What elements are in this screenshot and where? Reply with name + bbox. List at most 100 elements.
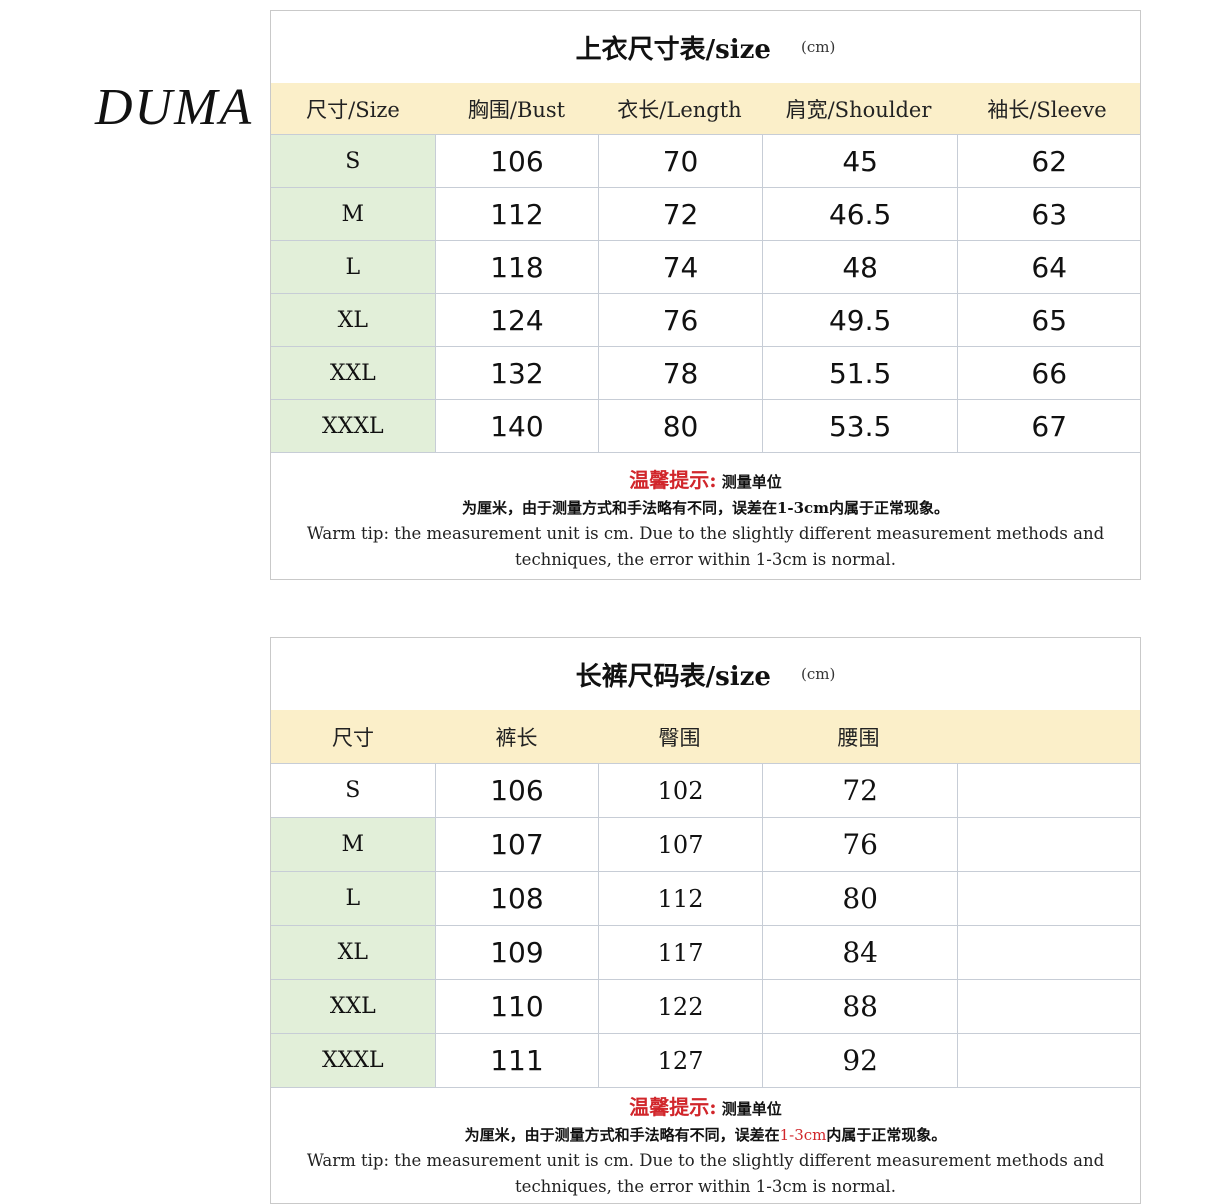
value-cell: 106 (434, 764, 599, 817)
value-cell: 127 (598, 1034, 762, 1087)
table-row: M 112 72 46.5 63 (271, 187, 1140, 240)
tip-cn-2b: 1-3cm (779, 1126, 827, 1144)
title-text: 上衣尺寸表/size (575, 34, 771, 65)
column-header: 腰围 (837, 725, 880, 750)
value-cell: 53.5 (761, 400, 958, 452)
unit-text: (cm) (800, 38, 836, 56)
column-header: 臀围 (658, 725, 701, 750)
size-cell: XXXL (271, 400, 435, 452)
value-cell: 45 (761, 135, 958, 187)
table-row: XXXL 140 80 53.5 67 (271, 399, 1140, 452)
size-cell: XXXL (271, 1034, 435, 1087)
table-row: XL 124 76 49.5 65 (271, 293, 1140, 346)
value-cell: 84 (761, 926, 958, 979)
column-header: 裤长 (495, 725, 538, 750)
value-cell: 80 (598, 400, 762, 452)
table-row: XL 109 117 84 (271, 925, 1140, 979)
value-cell: 107 (598, 818, 762, 871)
value-cell: 117 (598, 926, 762, 979)
pants-size-chart: 长裤尺码表/size (cm) 尺寸 裤长 臀围 腰围 S 106 102 72 M 107 10… (270, 637, 1141, 1204)
table-row: S 106 70 45 62 (271, 134, 1140, 187)
value-cell: 72 (598, 188, 762, 240)
value-cell: 70 (598, 135, 762, 187)
column-header: 尺寸/Size (306, 97, 400, 122)
column-header: 胸围/Bust (467, 97, 566, 122)
size-cell: M (271, 818, 435, 871)
value-cell: 51.5 (761, 347, 958, 399)
header-row: 尺寸/Size 胸围/Bust 衣长/Length 肩宽/Shoulder 袖长/Sle… (271, 83, 1140, 134)
value-cell: 118 (434, 241, 599, 293)
value-cell: 80 (761, 872, 958, 925)
chart-title: 长裤尺码表/size (cm) (271, 638, 1140, 710)
tip-label: 温馨提示: (629, 1095, 717, 1119)
value-cell: 64 (957, 241, 1140, 293)
size-cell: L (271, 241, 435, 293)
value-cell: 49.5 (761, 294, 958, 346)
value-cell: 109 (434, 926, 599, 979)
value-cell: 110 (434, 980, 599, 1033)
tip-cn-1: 测量单位 (721, 473, 782, 491)
size-cell: L (271, 872, 435, 925)
value-cell: 72 (761, 764, 958, 817)
chart-title: 上衣尺寸表/size (cm) (271, 11, 1140, 83)
value-cell: 62 (957, 135, 1140, 187)
value-cell: 78 (598, 347, 762, 399)
table-row: XXL 132 78 51.5 66 (271, 346, 1140, 399)
tip-cn-2a: 为厘米，由于测量方式和手法略有不同，误差在 (464, 1126, 780, 1144)
column-header: 袖长/Sleeve (987, 97, 1107, 122)
value-cell (957, 764, 1140, 817)
value-cell: 67 (957, 400, 1140, 452)
value-cell: 106 (434, 135, 599, 187)
value-cell: 122 (598, 980, 762, 1033)
tip-cn-2c: 内属于正常现象。 (826, 1126, 947, 1144)
table-row: S 106 102 72 (271, 763, 1140, 817)
top-size-chart: 上衣尺寸表/size (cm) 尺寸/Size 胸围/Bust 衣长/Length 肩… (270, 10, 1141, 580)
value-cell: 92 (761, 1034, 958, 1087)
table-row: L 108 112 80 (271, 871, 1140, 925)
warm-tip: 温馨提示: 测量单位 为厘米，由于测量方式和手法略有不同，误差在1-3cm内属于… (271, 1087, 1140, 1200)
value-cell: 112 (598, 872, 762, 925)
title-text: 长裤尺码表/size (575, 661, 771, 692)
value-cell: 132 (434, 347, 599, 399)
table-row: XXL 110 122 88 (271, 979, 1140, 1033)
warm-tip: 温馨提示: 测量单位 为厘米，由于测量方式和手法略有不同，误差在1-3cm内属于… (271, 452, 1140, 584)
tip-label: 温馨提示: (629, 468, 717, 492)
value-cell (957, 980, 1140, 1033)
value-cell: 76 (761, 818, 958, 871)
value-cell: 76 (598, 294, 762, 346)
value-cell: 107 (434, 818, 599, 871)
value-cell: 74 (598, 241, 762, 293)
value-cell: 108 (434, 872, 599, 925)
size-cell: M (271, 188, 435, 240)
column-header: 衣长/Length (617, 97, 742, 122)
size-cell: XL (271, 926, 435, 979)
value-cell (957, 872, 1140, 925)
tip-en: Warm tip: the measurement unit is cm. Du… (306, 524, 1105, 569)
table-body: S 106 102 72 M 107 107 76 L 108 112 80 XL 109 117 84 XXL… (271, 763, 1140, 1087)
column-header: 肩宽/Shoulder (785, 97, 932, 122)
column-header: 尺寸 (332, 725, 374, 750)
value-cell: 124 (434, 294, 599, 346)
size-cell: S (271, 135, 435, 187)
table-row: M 107 107 76 (271, 817, 1140, 871)
tip-cn-2: 为厘米，由于测量方式和手法略有不同，误差在1-3cm内属于正常现象。 (461, 499, 950, 517)
size-cell: XL (271, 294, 435, 346)
value-cell: 102 (598, 764, 762, 817)
value-cell: 140 (434, 400, 599, 452)
size-cell: XXL (271, 980, 435, 1033)
table-row: L 118 74 48 64 (271, 240, 1140, 293)
value-cell: 46.5 (761, 188, 958, 240)
table-row: XXXL 111 127 92 (271, 1033, 1140, 1087)
value-cell: 111 (434, 1034, 599, 1087)
value-cell: 48 (761, 241, 958, 293)
value-cell (957, 1034, 1140, 1087)
tip-en: Warm tip: the measurement unit is cm. Du… (306, 1151, 1105, 1196)
value-cell: 112 (434, 188, 599, 240)
header-row: 尺寸 裤长 臀围 腰围 (271, 710, 1140, 763)
unit-text: (cm) (800, 665, 836, 683)
table-body: S 106 70 45 62 M 112 72 46.5 63 L 118 74 48 64 XL 124 76 4… (271, 134, 1140, 452)
value-cell: 88 (761, 980, 958, 1033)
value-cell: 65 (957, 294, 1140, 346)
value-cell (957, 818, 1140, 871)
size-cell: XXL (271, 347, 435, 399)
